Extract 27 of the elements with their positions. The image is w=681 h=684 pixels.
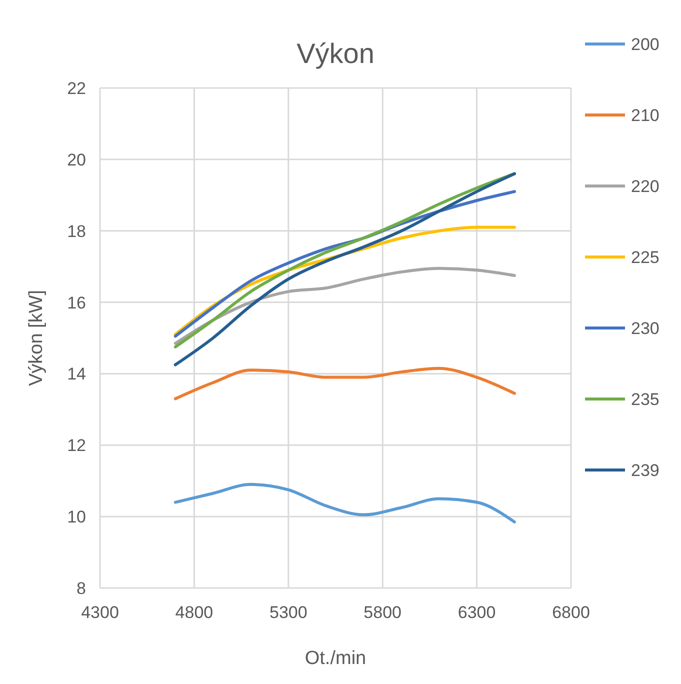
- legend-label: 200: [631, 35, 660, 54]
- y-tick-label: 16: [67, 293, 86, 312]
- legend-label: 239: [631, 461, 660, 480]
- y-tick-label: 8: [76, 579, 86, 598]
- y-tick-label: 22: [67, 79, 86, 98]
- y-axis-title: Výkon [kW]: [26, 290, 47, 386]
- x-tick-label: 5800: [364, 603, 402, 622]
- legend-label: 220: [631, 177, 660, 196]
- line-series: [174, 366, 516, 400]
- y-tick-label: 12: [67, 436, 86, 456]
- x-tick-label: 6300: [458, 603, 496, 622]
- y-tick-label: 14: [67, 364, 86, 384]
- line-series: [174, 266, 516, 345]
- legend-label: 235: [631, 390, 660, 409]
- x-tick-label: 6800: [552, 603, 590, 622]
- y-tick-label: 20: [67, 150, 86, 170]
- x-tick-label: 4300: [81, 603, 119, 622]
- legend-label: 230: [631, 319, 660, 338]
- line-series: [174, 482, 516, 524]
- y-tick-label: 10: [67, 508, 86, 527]
- x-tick-label: 5300: [269, 603, 308, 622]
- y-tick-label: 18: [67, 222, 86, 241]
- legend-label: 210: [631, 106, 660, 125]
- x-axis-title: Ot./min: [304, 648, 366, 669]
- legend-label: 225: [631, 248, 660, 267]
- x-tick-label: 4800: [175, 603, 214, 622]
- chart-title: Výkon: [296, 38, 374, 69]
